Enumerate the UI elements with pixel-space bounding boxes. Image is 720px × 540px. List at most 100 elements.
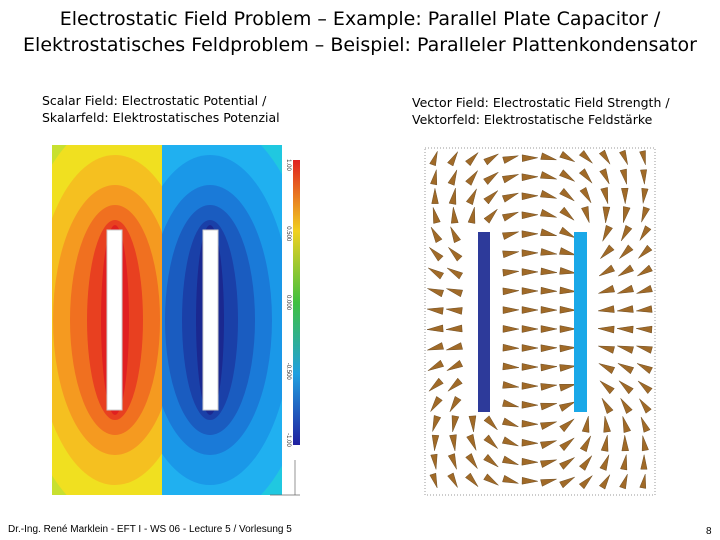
colorbar-label: 0.500 bbox=[285, 226, 291, 242]
arrow bbox=[483, 415, 498, 431]
arrow bbox=[579, 187, 592, 204]
arrow bbox=[640, 454, 648, 470]
arrow bbox=[431, 434, 440, 451]
arrow bbox=[617, 284, 634, 294]
arrow bbox=[427, 342, 444, 351]
arrow bbox=[641, 206, 650, 223]
arrow bbox=[521, 419, 539, 428]
arrow bbox=[598, 474, 611, 490]
arrow bbox=[465, 453, 478, 469]
arrow bbox=[483, 208, 498, 224]
arrow bbox=[426, 307, 444, 315]
arrow bbox=[540, 286, 558, 295]
arrow bbox=[636, 345, 653, 354]
arrow bbox=[450, 206, 459, 224]
arrow bbox=[559, 206, 575, 221]
arrow bbox=[540, 152, 557, 161]
arrow bbox=[559, 344, 577, 353]
arrow bbox=[637, 264, 653, 277]
arrow bbox=[559, 286, 577, 295]
colorbar bbox=[293, 160, 300, 445]
arrow bbox=[597, 325, 615, 334]
arrow bbox=[621, 187, 629, 204]
footer: Dr.-Ing. René Marklein - EFT I - WS 06 -… bbox=[8, 524, 292, 535]
arrow bbox=[598, 363, 616, 375]
arrow bbox=[429, 151, 438, 167]
arrow bbox=[446, 288, 463, 298]
arrow bbox=[639, 150, 646, 165]
arrow bbox=[502, 174, 519, 184]
arrow bbox=[540, 344, 558, 353]
arrow bbox=[430, 226, 443, 243]
title: Elektrostatisches Feldproblem – Beispiel… bbox=[23, 34, 697, 56]
arrow bbox=[623, 206, 631, 223]
colorbar-label: 1.00 bbox=[285, 159, 291, 171]
arrow bbox=[559, 187, 575, 202]
arrow bbox=[620, 454, 628, 471]
arrow bbox=[636, 363, 653, 374]
arrow bbox=[558, 401, 576, 412]
arrow bbox=[502, 306, 520, 314]
arrow bbox=[540, 171, 557, 180]
arrow bbox=[619, 168, 627, 185]
arrow bbox=[600, 244, 615, 259]
arrow bbox=[620, 398, 633, 414]
arrow bbox=[578, 168, 593, 184]
caption: Skalarfeld: Elektrostatisches Potenzial bbox=[42, 110, 280, 125]
arrow bbox=[502, 231, 519, 240]
arrow bbox=[617, 345, 634, 354]
page-number: 8 bbox=[706, 526, 712, 537]
colorbar-labels: 1.00 0.500 0.000 -0.500 -1.00 bbox=[285, 159, 291, 447]
arrow bbox=[521, 325, 539, 333]
arrow bbox=[521, 401, 539, 409]
arrow bbox=[619, 244, 634, 259]
arrow bbox=[430, 396, 443, 412]
plate bbox=[202, 229, 219, 411]
plot-frame bbox=[424, 147, 656, 496]
arrow bbox=[598, 345, 615, 354]
arrow bbox=[502, 399, 519, 408]
arrow bbox=[447, 453, 457, 470]
arrow bbox=[448, 247, 463, 262]
arrow bbox=[483, 473, 499, 486]
title: Electrostatic Field Problem – Example: P… bbox=[59, 8, 661, 30]
arrow bbox=[449, 434, 457, 452]
arrow bbox=[540, 478, 557, 487]
arrow bbox=[450, 226, 461, 244]
arrow bbox=[466, 433, 477, 451]
arrow bbox=[483, 190, 499, 205]
arrow bbox=[521, 154, 538, 162]
arrow bbox=[617, 363, 635, 375]
arrow bbox=[521, 438, 539, 447]
arrow bbox=[432, 207, 441, 224]
arrow bbox=[483, 434, 498, 449]
arrow bbox=[598, 264, 615, 277]
arrow bbox=[521, 192, 539, 201]
colorbar-label: -1.00 bbox=[285, 433, 291, 447]
arrow bbox=[465, 188, 477, 206]
arrow bbox=[640, 169, 647, 185]
arrow bbox=[598, 149, 611, 165]
arrow bbox=[502, 155, 519, 164]
arrow bbox=[501, 211, 519, 222]
arrow bbox=[599, 454, 610, 471]
arrow bbox=[502, 455, 519, 465]
arrow bbox=[465, 170, 478, 186]
arrow bbox=[636, 325, 653, 334]
arrow bbox=[621, 435, 629, 452]
colorbar-label: -0.500 bbox=[285, 363, 291, 381]
arrow bbox=[600, 435, 609, 452]
arrow bbox=[446, 267, 463, 280]
arrow bbox=[558, 226, 576, 238]
arrow bbox=[449, 396, 462, 412]
arrow bbox=[521, 457, 539, 466]
arrow bbox=[432, 415, 442, 432]
arrow bbox=[616, 325, 634, 334]
arrow bbox=[465, 472, 479, 487]
arrow bbox=[448, 188, 457, 205]
arrow bbox=[581, 416, 590, 433]
arrow bbox=[599, 380, 615, 395]
arrow bbox=[579, 455, 593, 471]
arrow bbox=[617, 264, 634, 277]
arrow bbox=[559, 437, 575, 452]
